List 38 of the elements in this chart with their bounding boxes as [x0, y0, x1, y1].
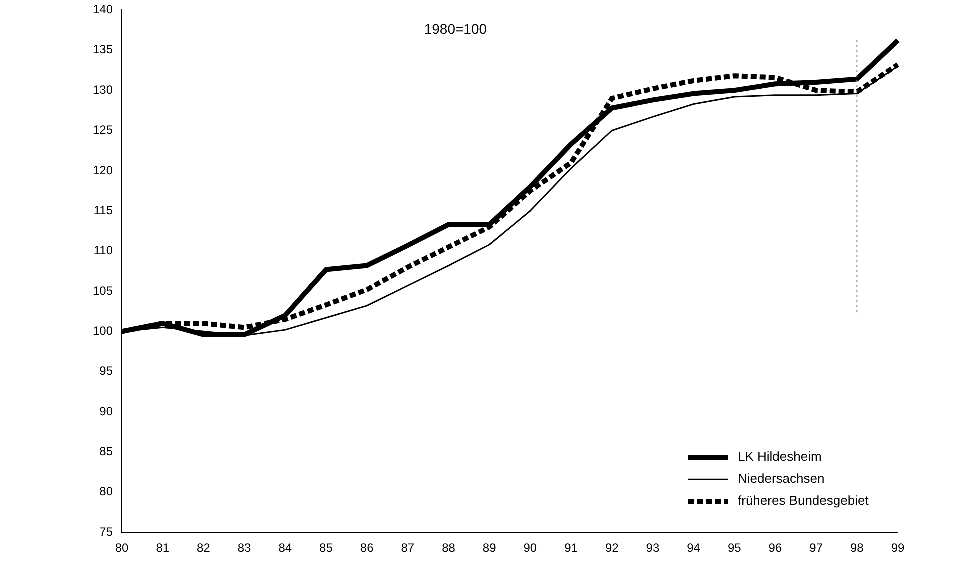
- y-tick-label: 140: [92, 2, 114, 17]
- y-tick-label: 85: [100, 444, 114, 459]
- y-tick-label: 125: [92, 123, 114, 138]
- x-tick-label: 94: [687, 541, 701, 556]
- x-tick-label: 91: [564, 541, 578, 556]
- y-tick-label: 105: [92, 284, 114, 298]
- y-tick-label: 95: [100, 364, 114, 378]
- x-tick-label: 81: [156, 541, 170, 556]
- y-tick-label: 110: [94, 244, 114, 258]
- x-tick-label: 85: [320, 541, 334, 556]
- x-tick-label: 96: [768, 541, 782, 556]
- x-tick-label: 92: [605, 541, 620, 556]
- x-tick-label: 95: [728, 541, 742, 556]
- legend-label: LK Hildesheim: [738, 449, 822, 464]
- x-tick-label: 99: [891, 541, 905, 556]
- x-tick-label: 98: [850, 541, 864, 556]
- legend-label: früheres Bundesgebiet: [738, 493, 870, 508]
- y-tick-label: 120: [92, 163, 114, 178]
- x-tick-label: 84: [278, 541, 292, 556]
- y-tick-label: 80: [100, 484, 114, 499]
- x-tick-label: 89: [482, 541, 497, 556]
- legend-label: Niedersachsen: [738, 471, 825, 486]
- x-tick-label: 90: [524, 541, 538, 556]
- x-tick-label: 93: [646, 541, 660, 556]
- x-tick-label: 83: [238, 541, 252, 556]
- y-tick-label: 90: [100, 404, 114, 418]
- x-tick-label: 82: [197, 541, 211, 556]
- x-tick-label: 80: [115, 541, 130, 556]
- x-tick-label: 87: [401, 541, 415, 556]
- x-tick-label: 97: [810, 541, 824, 556]
- y-tick-label: 135: [92, 42, 114, 57]
- y-tick-label: 115: [94, 203, 114, 218]
- x-tick-label: 86: [360, 541, 374, 556]
- y-tick-label: 75: [100, 524, 114, 539]
- y-tick-label: 100: [92, 324, 114, 338]
- x-tick-label: 88: [442, 541, 456, 556]
- y-tick-label: 130: [92, 82, 114, 97]
- annotation: 1980=100: [424, 21, 488, 38]
